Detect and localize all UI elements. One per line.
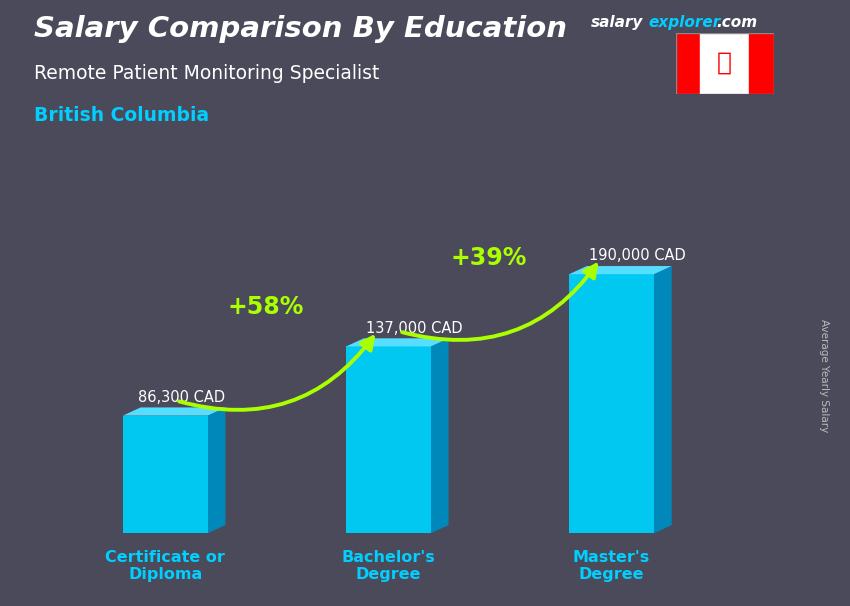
FancyBboxPatch shape [570,274,654,533]
Text: Average Yearly Salary: Average Yearly Salary [819,319,829,432]
Text: 🍁: 🍁 [717,50,732,74]
Polygon shape [123,407,225,416]
FancyArrowPatch shape [179,337,373,410]
Polygon shape [654,266,672,533]
FancyBboxPatch shape [346,347,431,533]
FancyBboxPatch shape [123,416,207,533]
Text: 190,000 CAD: 190,000 CAD [589,248,686,263]
Polygon shape [207,407,225,533]
FancyArrowPatch shape [402,265,596,340]
Polygon shape [570,266,672,274]
Bar [676,33,700,94]
Text: 86,300 CAD: 86,300 CAD [139,390,225,405]
Text: +39%: +39% [450,246,527,270]
Text: salary: salary [591,15,643,30]
Bar [749,33,774,94]
Text: +58%: +58% [228,295,303,319]
Text: explorer: explorer [649,15,721,30]
Text: Salary Comparison By Education: Salary Comparison By Education [34,15,567,43]
Text: British Columbia: British Columbia [34,106,209,125]
Bar [700,33,749,94]
Polygon shape [431,338,449,533]
Text: Remote Patient Monitoring Specialist: Remote Patient Monitoring Specialist [34,64,379,82]
Text: 137,000 CAD: 137,000 CAD [366,321,462,336]
Text: .com: .com [717,15,757,30]
Polygon shape [346,338,449,347]
